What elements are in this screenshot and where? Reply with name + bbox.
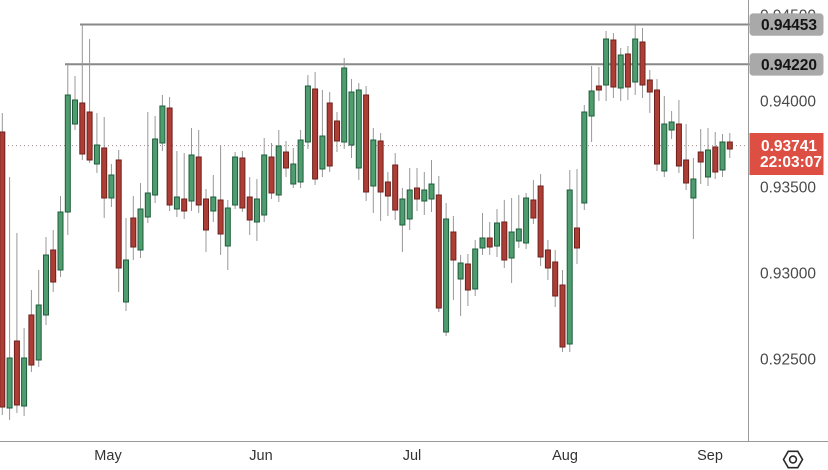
svg-text:0.94220: 0.94220 (761, 57, 817, 74)
svg-text:Sep: Sep (697, 448, 723, 464)
svg-text:0.93741: 0.93741 (761, 138, 817, 155)
svg-text:0.93000: 0.93000 (760, 266, 816, 283)
svg-text:Jul: Jul (403, 448, 422, 464)
svg-text:Aug: Aug (552, 448, 578, 464)
svg-text:0.93500: 0.93500 (760, 180, 816, 197)
svg-text:0.92500: 0.92500 (760, 352, 816, 369)
svg-text:0.94000: 0.94000 (760, 94, 816, 111)
svg-text:May: May (94, 448, 122, 464)
svg-text:Jun: Jun (249, 448, 272, 464)
svg-text:0.94453: 0.94453 (761, 17, 817, 34)
svg-text:22:03:07: 22:03:07 (760, 154, 822, 171)
